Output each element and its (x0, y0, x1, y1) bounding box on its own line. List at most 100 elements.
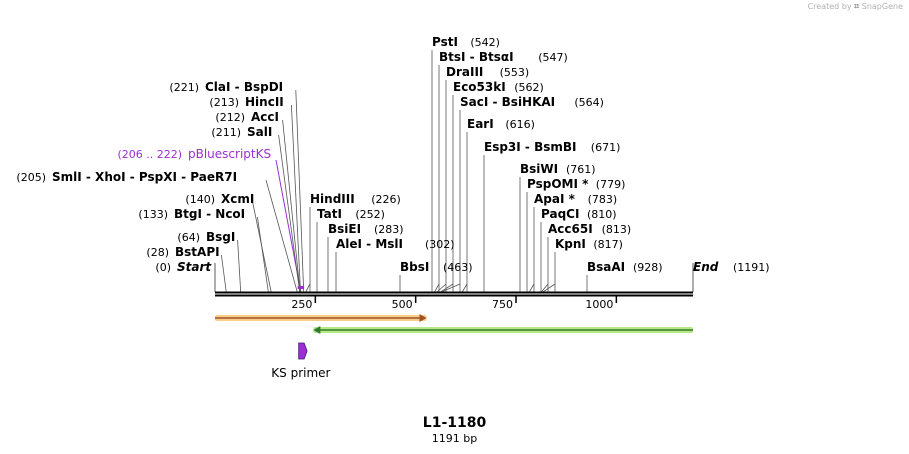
site-label-bsgi: (64) BsgI (177, 230, 235, 244)
site-coord: (205) (16, 171, 46, 184)
primer-binding-mark (297, 286, 305, 289)
site-coord: (817) (593, 238, 623, 251)
site-label-kpni: KpnI (817) (555, 237, 623, 251)
site-label-bsaai: BsaAI (928) (587, 260, 663, 274)
tick-label: 750 (492, 298, 513, 311)
credit-prefix: Created by (807, 2, 852, 11)
primer-marks: KS primer (271, 286, 331, 380)
site-coord: (283) (374, 223, 404, 236)
site-name: HindIII (310, 192, 355, 206)
site-label-hincii: (213) HincII (209, 95, 283, 109)
site-name: SacI - BsiHKAI (460, 95, 555, 109)
site-leader-line (278, 134, 301, 293)
site-leader-line (237, 239, 242, 293)
site-leader-line (282, 119, 301, 293)
site-label-apai: ApaI * (783) (534, 192, 617, 206)
tick-label: 250 (291, 298, 312, 311)
site-leader-line (265, 179, 298, 293)
site-coord: (564) (574, 96, 604, 109)
site-name: BstAPI (175, 245, 220, 259)
site-name: BtgI - NcoI (174, 207, 245, 221)
site-leader-line (221, 254, 227, 293)
site-coord: (226) (371, 193, 401, 206)
site-leader-line (257, 216, 269, 293)
site-name: ApaI * (534, 192, 576, 206)
site-label-end: End (1191) (693, 260, 770, 274)
site-label-eco53ki: Eco53kI (562) (453, 80, 544, 94)
tick-label: 500 (392, 298, 413, 311)
site-coord: (0) (155, 261, 171, 274)
site-coord: (562) (514, 81, 544, 94)
site-name: BsiWI (520, 162, 558, 176)
site-label-smli-xhoi-pspxi-paer7i: (205) SmlI - XhoI - PspXI - PaeR7I (16, 170, 237, 184)
site-leader-line (461, 283, 468, 293)
site-name: DraIII (446, 65, 483, 79)
site-label-bbsi: BbsI (463) (400, 260, 473, 274)
site-label-psti: PstI (542) (432, 35, 500, 49)
site-label-sali: (211) SalI (211, 125, 272, 139)
site-label-bsiei: BsiEI (283) (328, 222, 404, 236)
site-name: Acc65I (548, 222, 593, 236)
site-leader-line (252, 201, 272, 293)
feature-arrows (215, 314, 693, 334)
site-name: BtsI - BtsαI (439, 50, 514, 64)
site-label-esp3i-bsmbi: Esp3I - BsmBI (671) (484, 140, 620, 154)
site-coord: (211) (211, 126, 241, 139)
site-coord: (783) (588, 193, 618, 206)
snapgene-logo-icon: ⌗ (854, 2, 860, 12)
site-label-acci: (212) AccI (215, 110, 279, 124)
site-name: Start (177, 260, 212, 274)
site-coord: (1191) (733, 261, 770, 274)
site-name: SalI (247, 125, 272, 139)
site-coord: (616) (505, 118, 535, 131)
site-leader-line (434, 283, 440, 293)
site-name: PaqCI (541, 207, 579, 221)
site-leader-line (295, 89, 305, 293)
site-name: BbsI (400, 260, 429, 274)
site-name: PstI (432, 35, 458, 49)
site-name: AccI (251, 110, 279, 124)
site-leader-line (441, 283, 461, 293)
reverse-feature-arrow (313, 326, 693, 334)
site-name: KpnI (555, 237, 586, 251)
site-coord: (133) (138, 208, 168, 221)
site-label-pbluescriptks: (206 .. 222) pBluescriptKS (117, 147, 271, 161)
site-name: BsiEI (328, 222, 361, 236)
site-label-paqci: PaqCI (810) (541, 207, 617, 221)
site-coord: (64) (177, 231, 200, 244)
site-label-btsi-bts-i: BtsI - BtsαI (547) (439, 50, 568, 64)
site-leader-lines (214, 50, 694, 293)
credit-brand: SnapGene (861, 2, 903, 11)
tick-label: 1000 (585, 298, 613, 311)
site-coord: (213) (209, 96, 239, 109)
site-name: Esp3I - BsmBI (484, 140, 576, 154)
site-leader-line (436, 283, 447, 293)
dna-backbone: 250 500 750 1000 (215, 291, 693, 311)
site-coord: (547) (538, 51, 568, 64)
site-name: ClaI - BspDI (205, 80, 283, 94)
snapgene-credit: Created by ⌗ SnapGene (808, 2, 903, 12)
site-label-btgi-ncoi: (133) BtgI - NcoI (138, 207, 245, 221)
site-coord: (28) (146, 246, 169, 259)
feature-arrowhead (419, 314, 427, 322)
site-name: HincII (245, 95, 284, 109)
site-label-xcmi: (140) XcmI (185, 192, 254, 206)
site-label-bstapi: (28) BstAPI (146, 245, 219, 259)
site-label-tati: TatI (252) (317, 207, 385, 221)
site-label-pspomi: PspOMI * (779) (527, 177, 625, 191)
site-name: Eco53kI (453, 80, 506, 94)
site-coord: (553) (500, 66, 530, 79)
site-leader-line (528, 283, 535, 293)
feature-arrowhead (313, 326, 321, 334)
site-coord: (671) (591, 141, 621, 154)
site-coord: (463) (443, 261, 473, 274)
site-coord: (221) (169, 81, 199, 94)
site-coord: (206 .. 222) (117, 148, 182, 161)
site-label-clai-bspdi: (221) ClaI - BspDI (169, 80, 283, 94)
site-leader-line (305, 283, 311, 293)
site-leader-line (291, 104, 301, 293)
site-name: End (693, 260, 719, 274)
site-coord: (542) (470, 36, 500, 49)
site-coord: (252) (355, 208, 385, 221)
